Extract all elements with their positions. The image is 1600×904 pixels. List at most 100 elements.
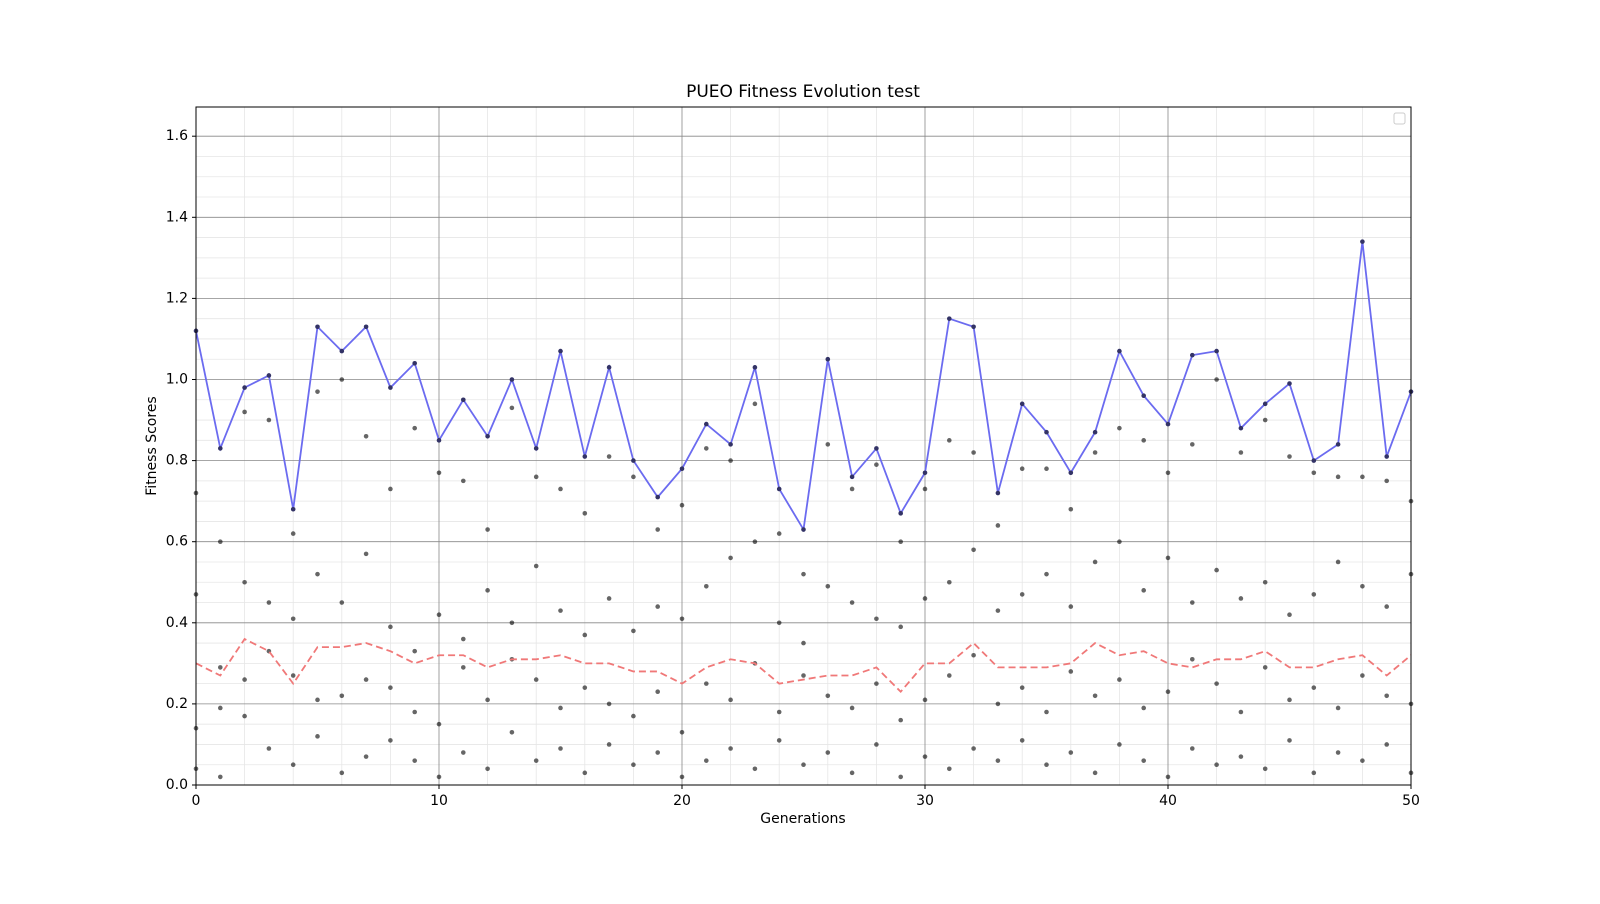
population-point — [728, 697, 733, 703]
max-point — [1360, 239, 1365, 244]
population-point — [1214, 567, 1219, 573]
population-point — [1262, 766, 1268, 772]
population-point — [704, 681, 709, 686]
population-point — [728, 458, 733, 463]
population-point — [461, 750, 466, 755]
population-point — [242, 579, 247, 585]
population-point — [1360, 758, 1365, 763]
population-point — [728, 555, 733, 561]
population-point — [582, 770, 588, 776]
y-tick-label: 0.2 — [166, 696, 188, 712]
y-tick-label: 1.6 — [166, 128, 188, 144]
population-point — [801, 571, 806, 577]
population-point — [218, 539, 223, 544]
population-point — [874, 681, 879, 686]
population-point — [1360, 474, 1365, 480]
population-point — [290, 762, 296, 768]
population-point — [1044, 709, 1049, 715]
population-point — [1190, 600, 1195, 605]
population-point — [1190, 442, 1195, 447]
y-tick-label: 0.8 — [166, 453, 188, 469]
population-point — [461, 478, 466, 484]
max-point — [582, 454, 588, 459]
population-point — [1068, 669, 1074, 674]
population-point — [849, 705, 855, 711]
population-point — [922, 697, 928, 703]
population-point — [485, 766, 490, 772]
max-point — [290, 506, 296, 512]
population-point — [315, 734, 320, 739]
population-point — [1068, 604, 1074, 609]
population-point — [485, 697, 490, 703]
max-point — [1092, 429, 1098, 435]
population-point — [1165, 774, 1171, 780]
population-point — [606, 742, 612, 747]
population-point — [825, 693, 831, 699]
population-point — [582, 685, 588, 690]
max-point — [825, 356, 831, 362]
population-point — [776, 738, 782, 743]
population-point — [436, 721, 442, 727]
population-point — [801, 673, 806, 678]
max-point — [776, 486, 782, 492]
population-point — [290, 673, 296, 678]
x-tick-label: 30 — [916, 793, 934, 809]
max-point — [363, 324, 369, 330]
max-point — [1019, 401, 1025, 407]
population-point — [1384, 742, 1389, 747]
population-point — [1141, 588, 1146, 593]
population-point — [825, 442, 831, 447]
population-point — [947, 438, 952, 443]
population-point — [1311, 592, 1317, 597]
population-point — [1141, 758, 1146, 763]
population-point — [218, 665, 223, 670]
population-point — [704, 584, 709, 589]
max-point — [1287, 381, 1292, 386]
population-point — [1141, 438, 1146, 443]
population-point — [436, 774, 442, 780]
max-point — [922, 470, 928, 476]
population-point — [971, 547, 976, 553]
max-point — [218, 446, 223, 451]
population-point — [1384, 478, 1389, 484]
population-point — [874, 616, 879, 622]
population-point — [1335, 559, 1341, 565]
population-point — [995, 608, 1001, 613]
population-point — [679, 729, 685, 735]
max-point — [339, 348, 345, 354]
population-point — [825, 750, 831, 755]
max-point — [874, 446, 879, 451]
max-point — [1190, 352, 1195, 358]
population-point — [631, 628, 636, 634]
population-point — [388, 486, 393, 492]
population-point — [631, 713, 636, 719]
population-point — [704, 446, 709, 451]
population-point — [1019, 738, 1025, 743]
population-point — [509, 620, 515, 626]
population-point — [655, 689, 660, 695]
population-point — [1165, 555, 1171, 561]
population-point — [436, 612, 442, 617]
population-point — [363, 754, 369, 759]
population-point — [1019, 592, 1025, 597]
max-point — [315, 324, 320, 330]
x-tick-label: 40 — [1159, 793, 1177, 809]
population-point — [533, 677, 539, 682]
population-point — [1190, 656, 1195, 662]
population-point — [1262, 579, 1268, 585]
population-point — [1335, 750, 1341, 755]
population-point — [776, 531, 782, 536]
population-point — [752, 766, 758, 772]
max-point — [606, 365, 612, 370]
population-point — [801, 640, 806, 646]
population-point — [947, 673, 952, 678]
population-point — [1238, 754, 1244, 759]
population-point — [1141, 705, 1146, 711]
population-point — [412, 758, 418, 763]
max-point — [995, 490, 1001, 496]
population-point — [1384, 604, 1389, 609]
x-tick-label: 50 — [1402, 793, 1420, 809]
plot-frame — [195, 106, 1412, 786]
max-point — [898, 511, 903, 516]
chart-title: PUEO Fitness Evolution test — [686, 82, 920, 102]
